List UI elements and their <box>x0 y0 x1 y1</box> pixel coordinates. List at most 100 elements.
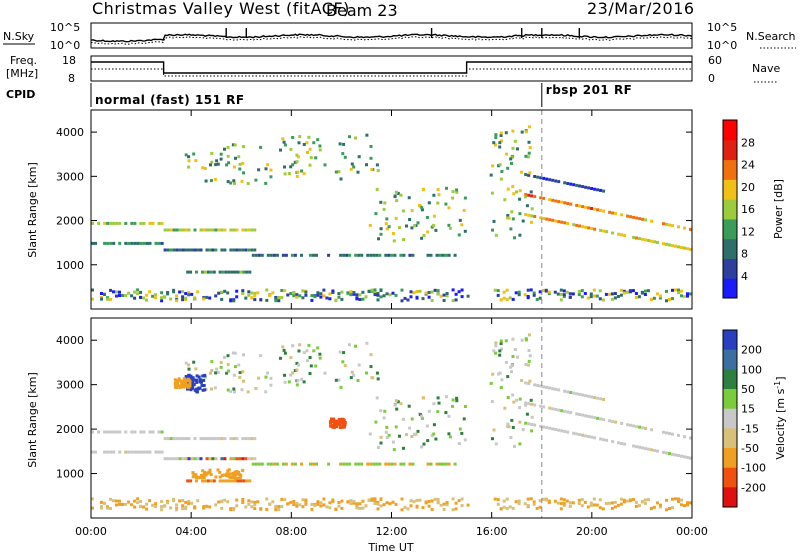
velocity-cell <box>199 378 203 382</box>
velocity-cell <box>400 508 404 512</box>
velocity-cell <box>186 479 190 483</box>
x-tick-label: 20:00 <box>576 525 608 538</box>
velocity-cell <box>671 432 674 436</box>
velocity-cell <box>178 378 182 382</box>
power-cell <box>491 228 494 232</box>
power-cell <box>530 207 534 211</box>
velocity-cell <box>677 433 680 437</box>
velocity-cell <box>226 388 230 392</box>
power-cell <box>247 290 251 294</box>
power-cell <box>569 202 573 206</box>
velocity-cell <box>183 384 187 388</box>
power-cell <box>373 291 377 295</box>
power-cell <box>205 228 209 232</box>
velocity-cell <box>199 380 203 384</box>
power-cell <box>257 168 261 172</box>
power-cell <box>283 172 287 176</box>
power-cell <box>551 178 555 182</box>
velocity-cell <box>230 479 234 483</box>
power-cell <box>139 221 143 225</box>
power-cell <box>355 297 359 301</box>
power-cell <box>409 295 413 299</box>
velocity-colorbar-tick: -50 <box>741 442 759 455</box>
velocity-cell <box>668 452 671 456</box>
power-cell <box>510 155 514 159</box>
power-cell <box>513 236 516 240</box>
velocity-cell <box>444 462 448 466</box>
velocity-cell <box>325 505 329 509</box>
power-cell <box>505 298 509 302</box>
velocity-cell <box>195 388 199 392</box>
power-cell <box>201 166 205 170</box>
power-cell <box>529 190 533 194</box>
power-cell <box>593 227 597 231</box>
power-cell <box>203 167 207 170</box>
velocity-cell <box>409 504 413 508</box>
velocity-cell <box>260 462 264 466</box>
power-cell <box>581 225 585 229</box>
velocity-cell <box>118 499 121 503</box>
power-cell <box>686 292 689 296</box>
velocity-cell <box>154 450 158 454</box>
velocity-cell <box>175 508 179 512</box>
velocity-cell <box>305 349 309 353</box>
power-cell <box>498 141 502 145</box>
x-tick-label: 08:00 <box>275 525 307 538</box>
power-cell <box>283 289 287 293</box>
velocity-cell <box>620 421 624 425</box>
power-cell <box>605 230 609 234</box>
velocity-cell <box>242 379 245 383</box>
velocity-cell <box>121 503 124 506</box>
velocity-cell <box>441 462 445 466</box>
velocity-cell <box>595 503 599 507</box>
velocity-cell <box>341 418 345 422</box>
power-cell <box>566 202 570 205</box>
velocity-cell <box>190 457 194 461</box>
velocity-cell <box>499 339 503 343</box>
power-cell <box>496 289 500 293</box>
power-cell <box>496 293 500 297</box>
power-cell <box>280 296 284 299</box>
velocity-cell <box>283 380 287 384</box>
velocity-cell <box>342 423 346 427</box>
velocity-cell <box>644 427 648 430</box>
velocity-cell <box>583 500 587 504</box>
power-cell <box>611 231 615 235</box>
velocity-cell <box>166 457 170 461</box>
velocity-colorbar-swatch <box>723 408 737 429</box>
velocity-cell <box>154 505 158 509</box>
velocity-cell <box>309 462 312 466</box>
velocity-cell <box>201 374 205 378</box>
velocity-cell <box>680 454 683 458</box>
velocity-cell <box>569 411 573 415</box>
power-cell <box>349 290 353 294</box>
power-cell <box>181 290 185 294</box>
velocity-cell <box>377 445 380 449</box>
power-cell <box>516 147 519 151</box>
power-cell <box>407 196 411 200</box>
power-cell <box>221 270 225 274</box>
power-cell <box>358 293 362 297</box>
velocity-cell <box>584 434 588 438</box>
power-cell <box>91 297 94 301</box>
velocity-cell <box>394 399 398 403</box>
power-cell <box>447 223 451 227</box>
power-colorbar-swatch <box>723 238 737 259</box>
power-cell <box>319 292 323 296</box>
power-cell <box>334 170 338 174</box>
power-cell <box>193 228 197 232</box>
velocity-cell <box>277 508 281 512</box>
velocity-cell <box>193 457 197 461</box>
power-cell <box>545 177 549 181</box>
power-cell <box>436 201 440 205</box>
power-cell <box>421 297 425 301</box>
velocity-cell <box>369 353 373 357</box>
power-cell <box>494 143 497 147</box>
velocity-cell <box>506 375 510 379</box>
velocity-cell <box>677 454 680 457</box>
power-cell <box>538 296 542 300</box>
velocity-cell <box>634 500 638 504</box>
power-cell <box>219 152 223 156</box>
velocity-cell <box>521 428 525 432</box>
